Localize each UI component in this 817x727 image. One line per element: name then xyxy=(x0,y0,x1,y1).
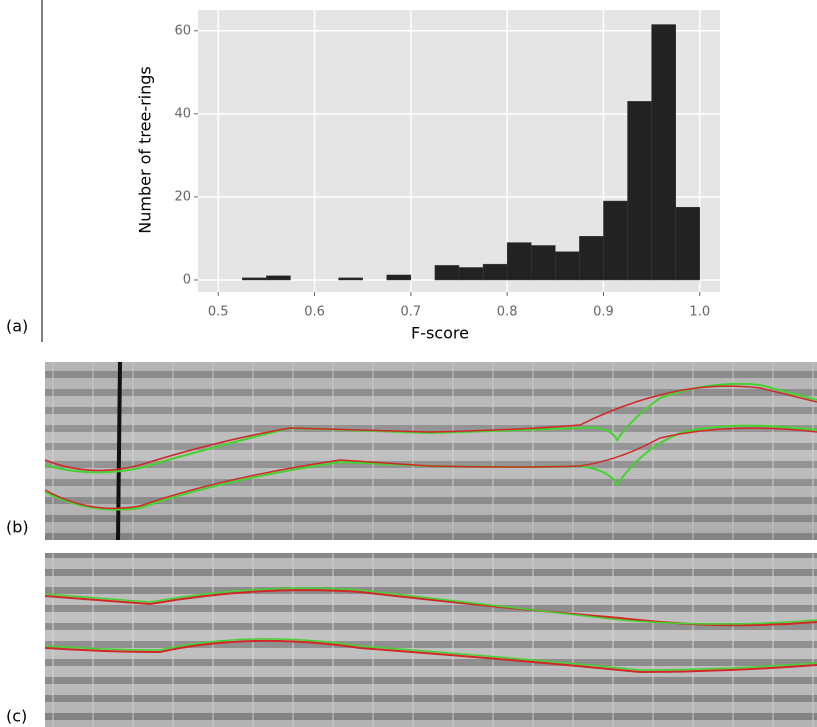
bar xyxy=(603,200,628,281)
image-b xyxy=(44,361,817,541)
panel-label: (b) xyxy=(6,518,29,537)
bar xyxy=(579,236,604,281)
bar xyxy=(458,267,484,281)
bar xyxy=(482,263,508,281)
bar xyxy=(242,277,267,281)
bar xyxy=(627,101,652,281)
y-tick-label: 20 xyxy=(174,189,191,204)
bar xyxy=(338,277,363,281)
y-tick-label: 60 xyxy=(174,23,191,38)
bar xyxy=(651,24,676,281)
x-tick-label: 0.5 xyxy=(208,305,229,320)
panel-label: (c) xyxy=(6,707,27,726)
x-tick-label: 0.7 xyxy=(401,305,422,320)
y-axis-title: Number of tree-rings xyxy=(136,66,155,233)
x-axis-title: F-score xyxy=(411,324,469,343)
bar xyxy=(675,207,701,281)
bar xyxy=(506,242,532,281)
x-tick-label: 0.8 xyxy=(497,305,518,320)
bar xyxy=(434,265,460,281)
image-c xyxy=(44,553,817,727)
bar xyxy=(530,245,556,281)
x-tick-label: 0.9 xyxy=(593,305,614,320)
bar xyxy=(266,275,291,281)
y-tick-label: 0 xyxy=(183,272,191,287)
panel-label: (a) xyxy=(6,317,28,336)
bar xyxy=(555,251,580,281)
x-tick-label: 0.6 xyxy=(304,305,325,320)
y-tick-label: 40 xyxy=(174,106,191,121)
x-tick-label: 1.0 xyxy=(689,305,710,320)
bar xyxy=(386,274,412,281)
